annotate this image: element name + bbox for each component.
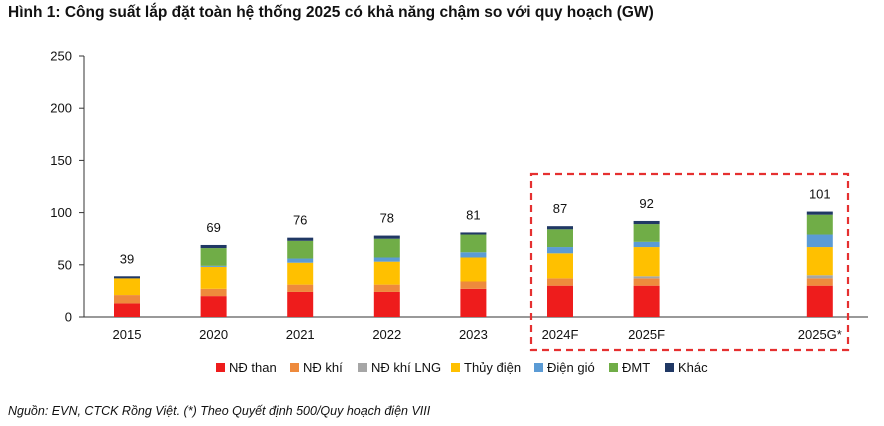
x-tick-label: 2025F [628,327,665,342]
x-tick-label: 2022 [372,327,401,342]
total-label: 78 [380,211,394,226]
x-tick-label: 2025G* [798,327,842,342]
y-tick-label: 0 [65,310,72,325]
y-tick-label: 200 [50,101,72,116]
x-tick-label: 2015 [113,327,142,342]
bar-segment [460,281,487,289]
y-tick-label: 150 [50,153,72,168]
bar-segment [806,247,833,276]
bar-segment [806,275,833,279]
bar-segment [287,240,314,259]
bar-segment [460,232,487,235]
bar-segment [114,278,140,296]
bar-segment [114,295,140,304]
legend-label: NĐ than [229,360,277,375]
legend-label: NĐ khí LNG [371,360,441,375]
legend-swatch [534,363,543,372]
legend-swatch [216,363,225,372]
bar-segment [287,258,314,263]
bar-segment [547,229,573,248]
forecast-highlight-box [529,172,850,352]
bar-segment [200,244,227,249]
total-label: 39 [120,251,134,266]
bar-segment [633,285,660,317]
y-tick-label: 50 [58,257,72,272]
legend-label: Khác [678,360,708,375]
legend-label: Thủy điện [464,360,521,375]
total-label: 81 [466,207,480,222]
x-tick-label: 2024F [542,327,579,342]
legend: NĐ than NĐ khí NĐ khí LNG Thủy điện Điện gió… [216,360,708,375]
bar-segment [460,288,487,317]
bar-segment [373,291,400,317]
total-label: 87 [553,201,567,216]
legend-label: NĐ khí [303,360,343,375]
bar-segment [114,303,140,317]
bar-segment [200,266,227,289]
bar-segment [460,234,487,253]
bar-segment [633,241,660,248]
source-footnote: Nguồn: EVN, CTCK Rồng Việt. (*) Theo Quy… [8,404,431,418]
legend-swatch [358,363,367,372]
bar-segment [460,257,487,282]
legend-swatch [451,363,460,372]
bar-segment [806,211,833,215]
legend-label: ĐMT [622,360,650,375]
y-tick-label: 100 [50,205,72,220]
bar-segment [373,235,400,239]
bar-segment [547,253,573,279]
figure-title: Hình 1: Công suất lắp đặt toàn hệ thống … [8,4,654,21]
bar-segment [547,226,573,230]
legend-swatch [665,363,674,372]
total-label: 69 [206,220,220,235]
bar-segment [114,276,140,279]
bar-segment [547,285,573,317]
legend-label: Điện gió [547,360,595,375]
bar-segment [373,238,400,258]
bar-segment [547,278,573,286]
bar-segment [373,261,400,285]
x-tick-label: 2020 [199,327,228,342]
y-tick-label: 250 [50,49,72,64]
bar-segment [633,220,660,225]
bar-segment [460,252,487,258]
bar-segment [633,276,660,279]
bar-segment [633,224,660,242]
bar-segment [200,265,227,267]
bar-segment [200,296,227,317]
total-label: 76 [293,213,307,228]
bar-segment [806,234,833,248]
total-labels: 39 69 76 78 81 87 92 101 [120,187,831,267]
bar-segment [806,285,833,317]
bar-segment [200,248,227,266]
bar-segment [633,278,660,286]
bar-segment [806,214,833,235]
bar-segment [287,291,314,317]
y-axis: 0 50 100 150 200 250 [50,49,85,325]
x-axis: 2015 2020 2021 2022 2023 2024F 2025F 2025G* [84,316,868,342]
bar-segment [287,262,314,285]
legend-swatch [609,363,618,372]
x-tick-label: 2021 [286,327,315,342]
bar-segment [633,247,660,277]
total-label: 92 [639,196,653,211]
bar-segment [373,284,400,292]
bar-segment [547,247,573,254]
bar-segment [200,288,227,297]
bar-segment [287,237,314,241]
bar-segment [373,257,400,262]
total-label: 101 [809,187,831,202]
bar-segment [806,278,833,286]
bars [114,211,833,317]
legend-swatch [290,363,299,372]
bar-segment [287,284,314,292]
x-tick-label: 2023 [459,327,488,342]
stacked-bar-chart: 0 50 100 150 200 250 2015 2020 2021 2022 2023 2024… [50,49,868,375]
